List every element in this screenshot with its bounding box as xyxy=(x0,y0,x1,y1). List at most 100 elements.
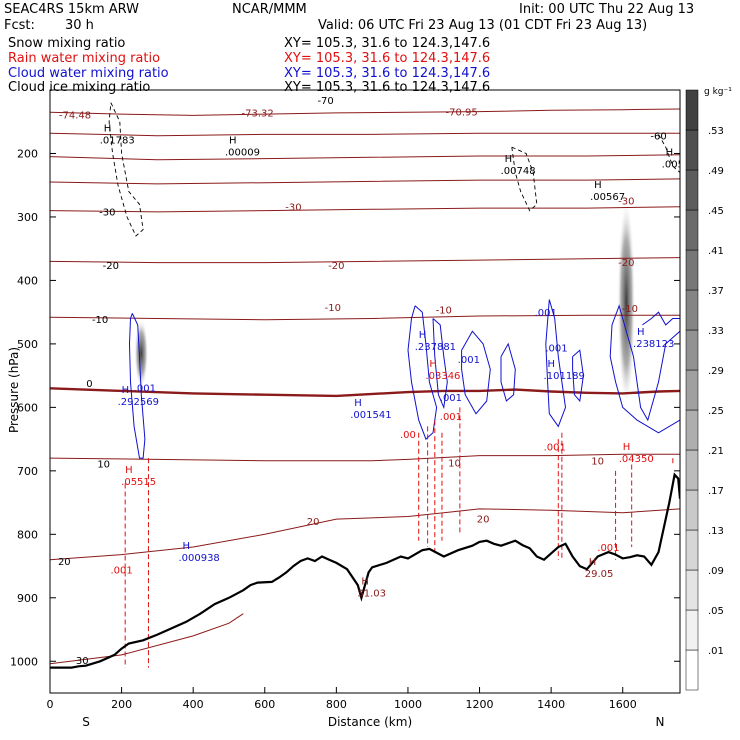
extremum-value: .03346 xyxy=(425,371,460,382)
colorbar-label: .13 xyxy=(708,526,724,537)
extremum-marker: H xyxy=(125,465,133,476)
cloud-water-contour xyxy=(572,349,584,403)
contour-label: .001 xyxy=(440,393,462,404)
temperature-label: -74.48 xyxy=(59,111,91,122)
y-tick-label: 300 xyxy=(17,211,38,224)
cloud-water-contour xyxy=(545,299,567,428)
colorbar-label: .37 xyxy=(708,286,724,297)
temperature-label: -20 xyxy=(618,258,634,269)
colorbar-segment xyxy=(685,169,699,211)
contour-label: .001 xyxy=(545,344,567,355)
extremum-marker: H xyxy=(354,398,362,409)
y-tick-label: 200 xyxy=(17,147,38,160)
colorbar-segment xyxy=(685,649,699,691)
forecast-hours: 30 h xyxy=(65,18,94,33)
colorbar-segment xyxy=(685,489,699,531)
extremum-marker: H xyxy=(104,123,112,134)
contour-label: .00 xyxy=(400,430,416,441)
colorbar-segment xyxy=(685,89,699,131)
extremum-value: .238123 xyxy=(633,339,674,350)
colorbar-segment xyxy=(685,209,699,251)
extremum-value: .04350 xyxy=(619,454,654,465)
colorbar-label: .49 xyxy=(708,166,724,177)
colorbar-segment xyxy=(685,449,699,491)
mixing-ratio-shading xyxy=(134,318,149,389)
extremum-value: .00567 xyxy=(590,192,625,203)
x-tick-label: 800 xyxy=(326,698,347,711)
extremum-value: .01783 xyxy=(100,135,135,146)
temperature-label: 10 xyxy=(591,456,604,467)
colorbar-label: .05 xyxy=(708,606,724,617)
mixing-ratio-shading xyxy=(617,197,636,408)
y-tick-label: 500 xyxy=(17,338,38,351)
colorbar-label: .25 xyxy=(708,406,724,417)
colorbar-segment xyxy=(685,329,699,371)
extremum-value: .00748 xyxy=(501,166,536,177)
colorbar-label: .17 xyxy=(708,486,724,497)
isotherm-line xyxy=(50,314,680,321)
extremum-value: .00009 xyxy=(225,147,260,158)
isotherm-line xyxy=(50,508,680,561)
terrain-line xyxy=(50,472,680,669)
forecast-label: Fcst: xyxy=(4,18,35,33)
extremum-marker: H xyxy=(122,385,130,396)
y-tick-label: 900 xyxy=(17,592,38,605)
colorbar-segment xyxy=(685,369,699,411)
extremum-marker: H xyxy=(361,577,369,588)
extremum-marker: H xyxy=(589,557,597,568)
isotherm-line xyxy=(50,206,680,213)
colorbar-label: .21 xyxy=(708,446,724,457)
y-tick-label: 700 xyxy=(17,465,38,478)
colorbar-unit: g kg⁻¹ xyxy=(704,87,732,97)
temperature-label: -10 xyxy=(436,305,452,316)
extremum-value: .05515 xyxy=(121,477,156,488)
extremum-marker: H xyxy=(419,330,427,341)
extremum-value: .0054 xyxy=(662,159,691,170)
x-tick-label: 1000 xyxy=(394,698,422,711)
colorbar-segment xyxy=(685,409,699,451)
isotherm-line xyxy=(50,132,680,137)
contour-label: .001 xyxy=(110,566,132,577)
colorbar-segment xyxy=(685,569,699,611)
x-tick-label: 400 xyxy=(183,698,204,711)
x-axis-title: Distance (km) xyxy=(328,715,412,729)
legend-snow-label: Snow mixing ratio xyxy=(8,36,126,51)
plot-frame xyxy=(49,89,681,694)
init-time: Init: 00 UTC Thu 22 Aug 13 xyxy=(519,2,695,17)
y-tick-label: 600 xyxy=(17,401,38,414)
colorbar-label: .41 xyxy=(708,246,724,257)
colorbar-label: .29 xyxy=(708,366,724,377)
extremum-value: 31.03 xyxy=(357,589,386,600)
extremum-value: .000938 xyxy=(178,553,219,564)
temperature-label: -10 xyxy=(325,303,341,314)
extremum-marker: H xyxy=(229,135,237,146)
x-tick-label: 1200 xyxy=(466,698,494,711)
temperature-label: -70.95 xyxy=(446,107,478,118)
extremum-marker: H xyxy=(548,359,556,370)
temperature-label: 20 xyxy=(307,517,320,528)
isotherm-label: -20 xyxy=(103,261,119,272)
model-name: SEAC4RS 15km ARW xyxy=(4,2,140,17)
isotherm-line xyxy=(50,257,680,264)
contour-label: .001 xyxy=(458,355,480,366)
colorbar-label: .53 xyxy=(708,126,724,137)
temperature-label: 10 xyxy=(448,458,461,469)
colorbar-segment xyxy=(685,529,699,571)
y-axis-title: Pressure (hPa) xyxy=(7,347,21,433)
y-tick-label: 800 xyxy=(17,528,38,541)
cloud-water-contour xyxy=(407,305,438,440)
cloud-water-contour xyxy=(642,311,680,326)
colorbar-label: .45 xyxy=(708,206,724,217)
temperature-label: 20 xyxy=(477,514,490,525)
extremum-value: .001541 xyxy=(350,410,391,421)
extremum-value: .292569 xyxy=(118,397,159,408)
valid-time: Valid: 06 UTC Fri 23 Aug 13 (01 CDT Fri … xyxy=(318,18,648,33)
colorbar-label: .01 xyxy=(708,646,724,657)
contour-label: .001 xyxy=(535,308,557,319)
cloud-ice-contour xyxy=(658,134,680,173)
isotherm-line xyxy=(50,154,680,161)
isotherm-label: -70 xyxy=(317,96,333,107)
cloud-ice-contour xyxy=(511,146,538,212)
x-tick-label: 1400 xyxy=(537,698,565,711)
colorbar-label: .09 xyxy=(708,566,724,577)
